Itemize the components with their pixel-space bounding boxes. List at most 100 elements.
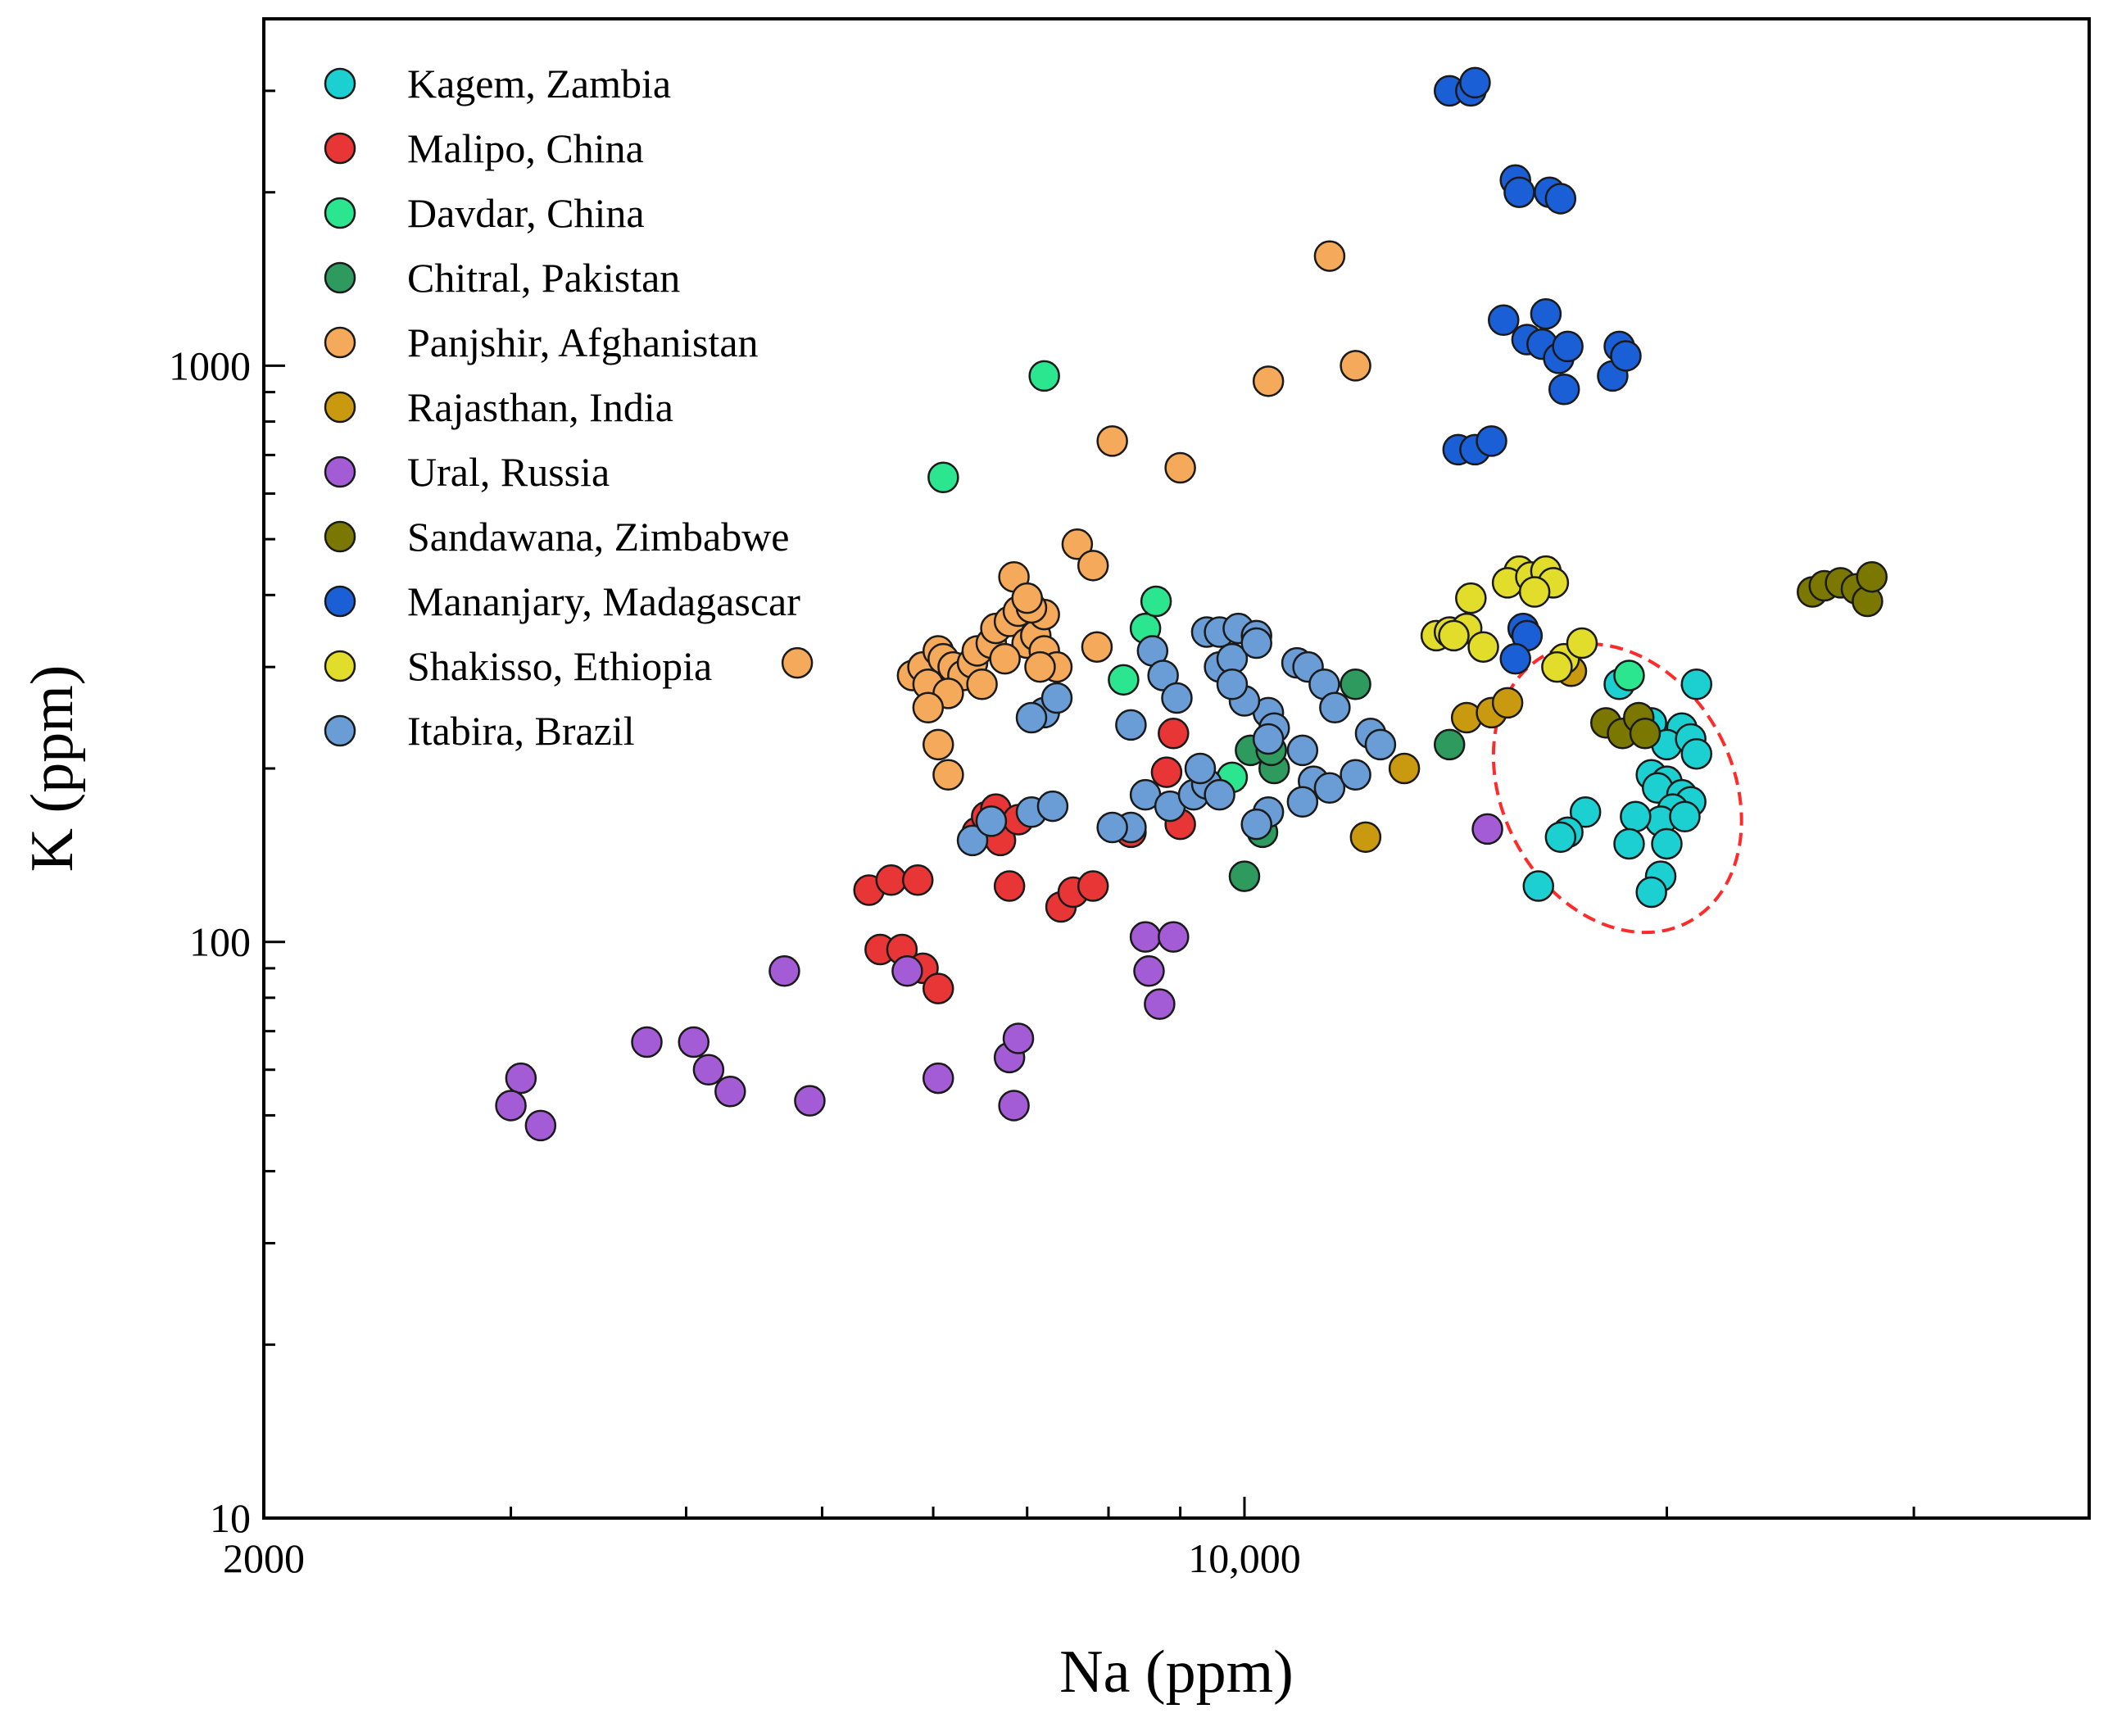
legend-marker <box>324 326 356 359</box>
point-davdar-china <box>1108 664 1140 696</box>
legend-label: Kagem, Zambia <box>407 61 671 107</box>
legend-label: Malipo, China <box>407 125 644 171</box>
point-sandawana-zimbabwe <box>1629 718 1661 750</box>
legend-marker <box>324 585 356 618</box>
legend: Kagem, Zambia Malipo, China Davdar, China C… <box>324 61 800 754</box>
point-rajasthan-india <box>1491 687 1524 719</box>
point-mananjary-madagascar <box>1503 176 1535 208</box>
tick-labels: 2000 10,000 10 100 1000 <box>169 342 1301 1581</box>
point-itabira-brazil <box>1240 627 1272 659</box>
y-tick-label: 1000 <box>169 342 251 388</box>
legend-item: Malipo, China <box>324 125 644 171</box>
point-mananjary-madagascar <box>1499 642 1531 675</box>
legend-item: Davdar, China <box>324 190 645 236</box>
point-rajasthan-india <box>1388 752 1421 785</box>
legend-marker <box>324 520 356 553</box>
point-panjshir-afghanistan <box>781 646 814 679</box>
legend-label: Ural, Russia <box>407 449 610 495</box>
axis-ticks <box>262 17 1915 1520</box>
point-ural-russia <box>1471 813 1503 845</box>
point-itabira-brazil <box>1015 701 1048 734</box>
point-panjshir-afghanistan <box>1077 550 1109 582</box>
point-ural-russia <box>1133 955 1165 987</box>
point-panjshir-afghanistan <box>1313 240 1346 272</box>
point-panjshir-afghanistan <box>932 759 964 791</box>
point-panjshir-afghanistan <box>1252 365 1285 397</box>
point-kagem-zambia <box>1635 876 1667 909</box>
highlight-ellipse <box>1491 642 1743 935</box>
point-davdar-china <box>1140 585 1172 618</box>
point-ural-russia <box>768 955 800 987</box>
point-ural-russia <box>1158 921 1190 953</box>
point-panjshir-afghanistan <box>1164 451 1196 484</box>
legend-marker <box>324 197 356 229</box>
legend-item: Shakisso, Ethiopia <box>324 643 712 689</box>
point-davdar-china <box>927 461 959 493</box>
point-ural-russia <box>692 1054 725 1086</box>
point-kagem-zambia <box>1522 870 1555 902</box>
point-panjshir-afghanistan <box>1061 528 1094 560</box>
point-shakisso-ethiopia <box>1541 650 1573 683</box>
point-malipo-china <box>993 870 1026 902</box>
legend-item: Ural, Russia <box>324 449 610 495</box>
point-itabira-brazil <box>1286 734 1319 767</box>
point-kagem-zambia <box>1569 796 1602 828</box>
point-panjshir-afghanistan <box>966 668 998 700</box>
point-malipo-china <box>875 864 908 896</box>
point-kagem-zambia <box>1680 668 1713 700</box>
data-points <box>495 66 1888 1142</box>
point-chitral-pakistan <box>1433 728 1466 761</box>
point-ural-russia <box>891 955 923 987</box>
legend-label: Sandawana, Zimbabwe <box>407 514 790 560</box>
point-davdar-china <box>1028 360 1060 392</box>
point-kagem-zambia <box>1613 827 1645 860</box>
point-itabira-brazil <box>975 805 1008 837</box>
x-tick-label: 10,000 <box>1188 1535 1301 1581</box>
point-itabira-brazil <box>1184 752 1217 785</box>
point-mananjary-madagascar <box>1476 425 1507 457</box>
point-shakisso-ethiopia <box>1518 576 1551 608</box>
point-shakisso-ethiopia <box>1455 582 1487 614</box>
point-ural-russia <box>714 1076 746 1108</box>
point-rajasthan-india <box>1349 821 1382 854</box>
x-tick-label: 2000 <box>223 1535 305 1581</box>
point-panjshir-afghanistan <box>1081 631 1113 663</box>
point-itabira-brazil <box>1036 790 1069 823</box>
point-kagem-zambia <box>1651 827 1683 860</box>
annotation-layer <box>1491 642 1743 935</box>
point-malipo-china <box>922 972 954 1004</box>
y-axis-title: K (ppm) <box>19 665 86 873</box>
legend-label: Rajasthan, India <box>407 384 673 430</box>
point-malipo-china <box>1077 870 1109 902</box>
point-chitral-pakistan <box>1340 668 1371 700</box>
point-mananjary-madagascar <box>1544 183 1577 215</box>
point-mananjary-madagascar <box>1530 297 1562 330</box>
legend-label: Mananjary, Madagascar <box>407 578 800 624</box>
point-itabira-brazil <box>1040 682 1073 714</box>
legend-item: Itabira, Brazil <box>324 708 635 754</box>
point-mananjary-madagascar <box>1548 373 1580 406</box>
point-itabira-brazil <box>1115 709 1147 741</box>
legend-item: Kagem, Zambia <box>324 61 671 107</box>
legend-marker <box>324 261 356 294</box>
point-itabira-brazil <box>1240 808 1272 841</box>
legend-item: Chitral, Pakistan <box>324 255 680 301</box>
point-itabira-brazil <box>1216 668 1249 700</box>
point-ural-russia <box>495 1090 527 1122</box>
point-malipo-china <box>1150 756 1183 788</box>
point-shakisso-ethiopia <box>1438 619 1470 652</box>
point-ural-russia <box>631 1026 663 1058</box>
point-ural-russia <box>524 1109 557 1142</box>
point-itabira-brazil <box>1286 786 1319 818</box>
point-sandawana-zimbabwe <box>1856 560 1888 593</box>
legend-item: Sandawana, Zimbabwe <box>324 514 790 560</box>
point-shakisso-ethiopia <box>1566 627 1598 659</box>
legend-marker <box>324 132 356 165</box>
point-malipo-china <box>901 864 934 896</box>
point-ural-russia <box>1129 921 1162 953</box>
point-ural-russia <box>922 1062 954 1095</box>
point-kagem-zambia <box>1680 737 1713 770</box>
point-malipo-china <box>1158 718 1190 750</box>
point-itabira-brazil <box>1313 772 1346 805</box>
point-itabira-brazil <box>1319 691 1351 724</box>
